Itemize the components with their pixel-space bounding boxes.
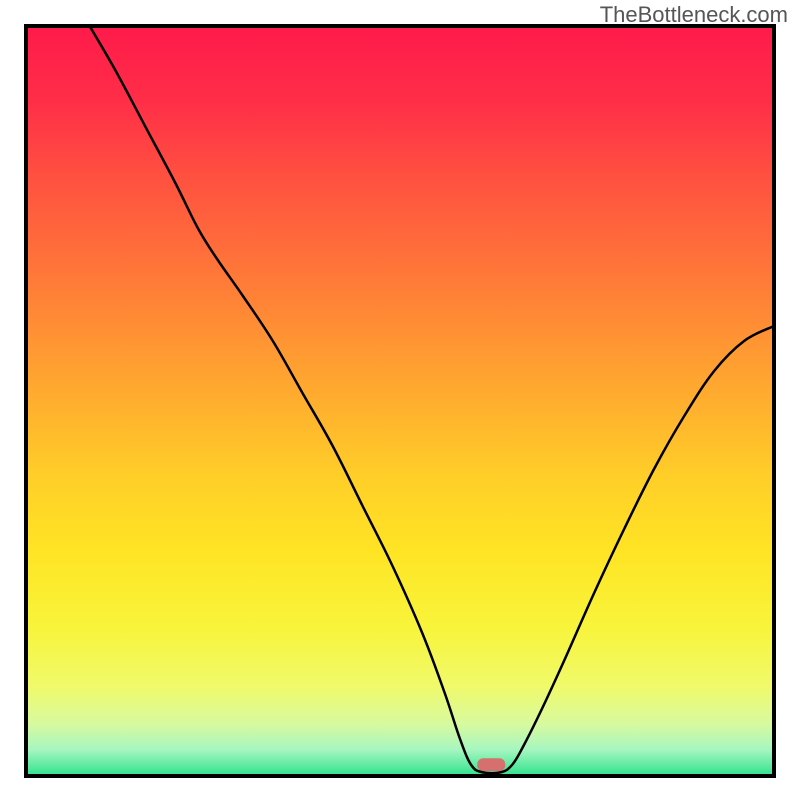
chart-background xyxy=(26,26,774,776)
bottleneck-chart-svg xyxy=(0,0,800,800)
optimal-marker xyxy=(477,758,505,771)
chart-container: { "watermark": "TheBottleneck.com", "cha… xyxy=(0,0,800,800)
watermark-text: TheBottleneck.com xyxy=(600,2,788,28)
